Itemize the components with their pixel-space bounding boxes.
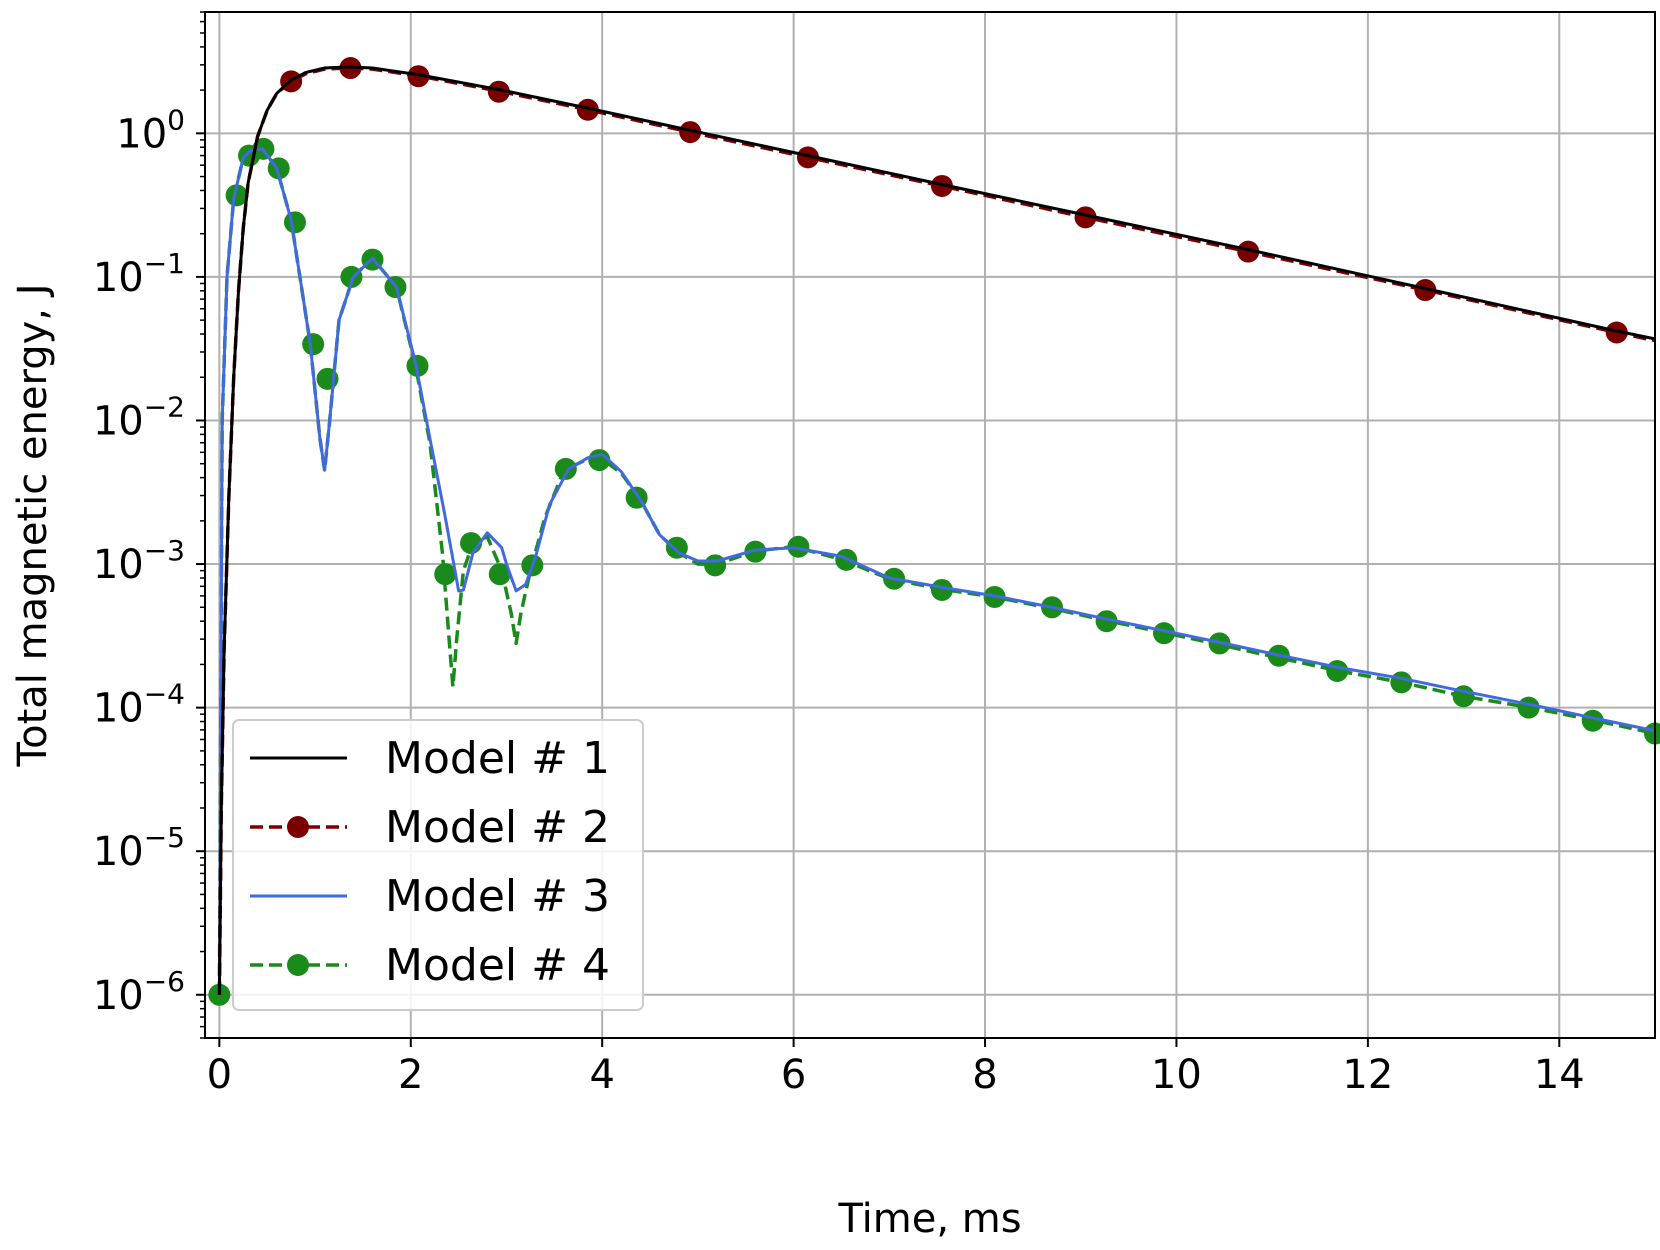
x-tick-label: 14 (1534, 1052, 1585, 1098)
data-point (930, 578, 953, 601)
data-point (487, 80, 510, 103)
x-tick-label: 10 (1151, 1052, 1202, 1098)
series-1 (217, 65, 1656, 995)
data-point (434, 563, 457, 586)
plot-frame (204, 11, 1656, 1039)
data-point (679, 121, 702, 144)
legend-label: Model # 4 (385, 940, 610, 991)
legend: Model # 1 Model # 2 Model # 3 Model # 4 (232, 719, 644, 1011)
legend-marker (287, 816, 309, 838)
legend-entry: Model # 1 (250, 733, 610, 784)
data-point (588, 449, 611, 472)
data-point (1644, 722, 1660, 745)
series-3 (217, 147, 1656, 995)
data-point (1074, 206, 1097, 229)
legend-label: Model # 1 (385, 733, 610, 784)
y-tick-label: 10−6 (93, 965, 185, 1019)
data-point (1414, 279, 1437, 302)
x-axis-label: Time, ms (837, 1196, 1021, 1242)
x-tick-label: 8 (972, 1052, 997, 1098)
legend-box (232, 719, 644, 1011)
axis-ticks: 0 2 4 6 8 10 12 14 10−6 10−5 10−4 10−3 10−2 10−1 100 (93, 11, 1585, 1098)
data-point (554, 457, 577, 480)
data-point (796, 146, 819, 169)
legend-marker (287, 954, 309, 976)
data-point (787, 535, 810, 558)
legend-label: Model # 2 (385, 802, 610, 853)
plot-series (208, 57, 1660, 1006)
data-point (744, 540, 767, 563)
y-tick-label: 10−3 (93, 534, 185, 588)
legend-entry: Model # 3 (250, 871, 610, 922)
x-tick-label: 12 (1342, 1052, 1393, 1098)
data-point (302, 333, 325, 356)
data-point (225, 184, 248, 207)
data-point (1326, 659, 1349, 682)
data-point (488, 563, 511, 586)
data-point (1153, 622, 1176, 645)
data-point (1517, 696, 1540, 719)
y-tick-label: 10−1 (93, 247, 185, 301)
y-axis-label: Total magnetic energy, J (10, 283, 56, 767)
x-tick-label: 4 (589, 1052, 614, 1098)
series-line (217, 65, 1656, 995)
y-tick-label: 10−2 (93, 390, 185, 444)
y-tick-label: 100 (116, 103, 185, 157)
x-tick-label: 0 (207, 1052, 232, 1098)
legend-label: Model # 3 (385, 871, 610, 922)
y-tick-label: 10−4 (93, 678, 185, 732)
x-tick-label: 6 (781, 1052, 806, 1098)
y-tick-label: 10−5 (93, 821, 185, 875)
x-tick-label: 2 (398, 1052, 423, 1098)
data-point (704, 554, 727, 577)
data-point (1390, 671, 1413, 694)
legend-entry: Model # 4 (250, 940, 610, 991)
series-line (217, 147, 1656, 995)
data-point (283, 211, 306, 234)
data-point (576, 98, 599, 121)
legend-entry: Model # 2 (250, 802, 610, 853)
data-point (1095, 610, 1118, 633)
data-point (1237, 240, 1260, 263)
